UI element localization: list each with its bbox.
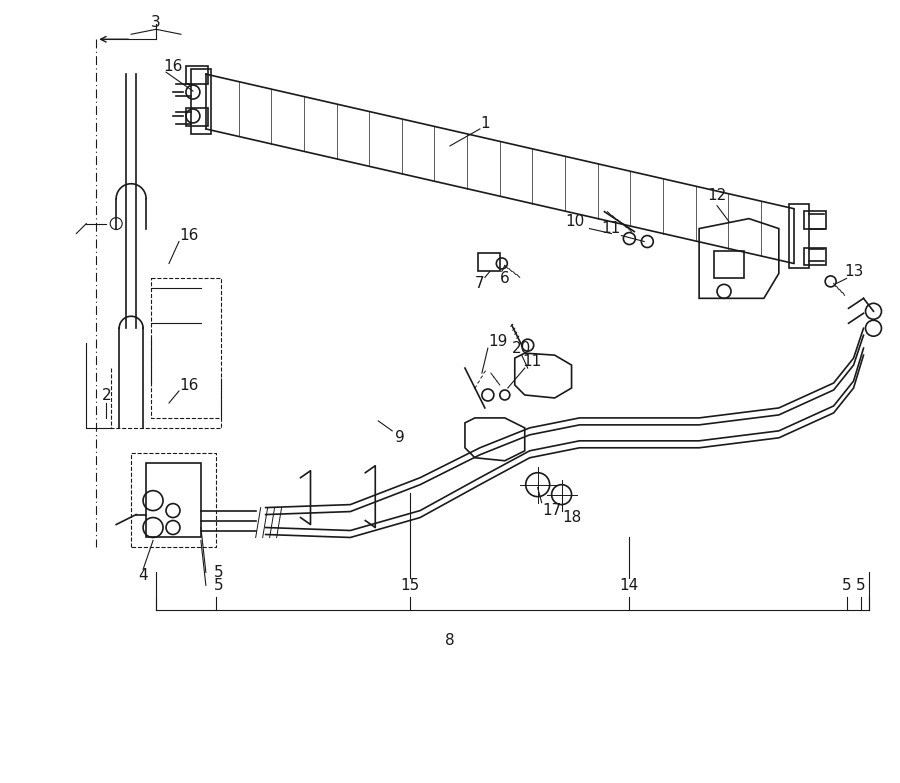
Text: 1: 1	[480, 117, 490, 132]
Text: 16: 16	[179, 228, 199, 243]
Text: 19: 19	[488, 334, 508, 348]
Text: 11: 11	[602, 221, 621, 236]
Bar	[478, 254, 500, 272]
Text: 16: 16	[179, 377, 199, 392]
Bar	[146, 463, 201, 537]
Text: 5: 5	[214, 565, 223, 580]
Text: 15: 15	[400, 578, 419, 593]
Text: 7: 7	[475, 276, 485, 291]
Text: 2: 2	[102, 388, 111, 403]
Text: 4: 4	[139, 568, 148, 583]
Text: 3: 3	[151, 15, 161, 30]
Text: 11: 11	[522, 354, 541, 369]
Bar	[186, 66, 208, 84]
Text: 16: 16	[163, 59, 183, 74]
Text: 12: 12	[707, 188, 726, 204]
Bar	[804, 247, 825, 265]
Text: 13: 13	[844, 264, 863, 279]
Text: 10: 10	[565, 214, 584, 229]
Text: 5: 5	[214, 578, 223, 593]
Text: 17: 17	[542, 503, 562, 518]
Bar	[186, 108, 208, 126]
Text: 20: 20	[512, 341, 531, 355]
Bar	[804, 211, 825, 229]
Text: 5: 5	[842, 578, 851, 593]
Text: 8: 8	[446, 633, 454, 648]
Text: 18: 18	[562, 510, 581, 525]
Text: 9: 9	[395, 431, 405, 446]
Text: 6: 6	[500, 271, 509, 286]
Bar	[714, 251, 744, 279]
Text: 14: 14	[620, 578, 639, 593]
Text: 5: 5	[856, 578, 866, 593]
